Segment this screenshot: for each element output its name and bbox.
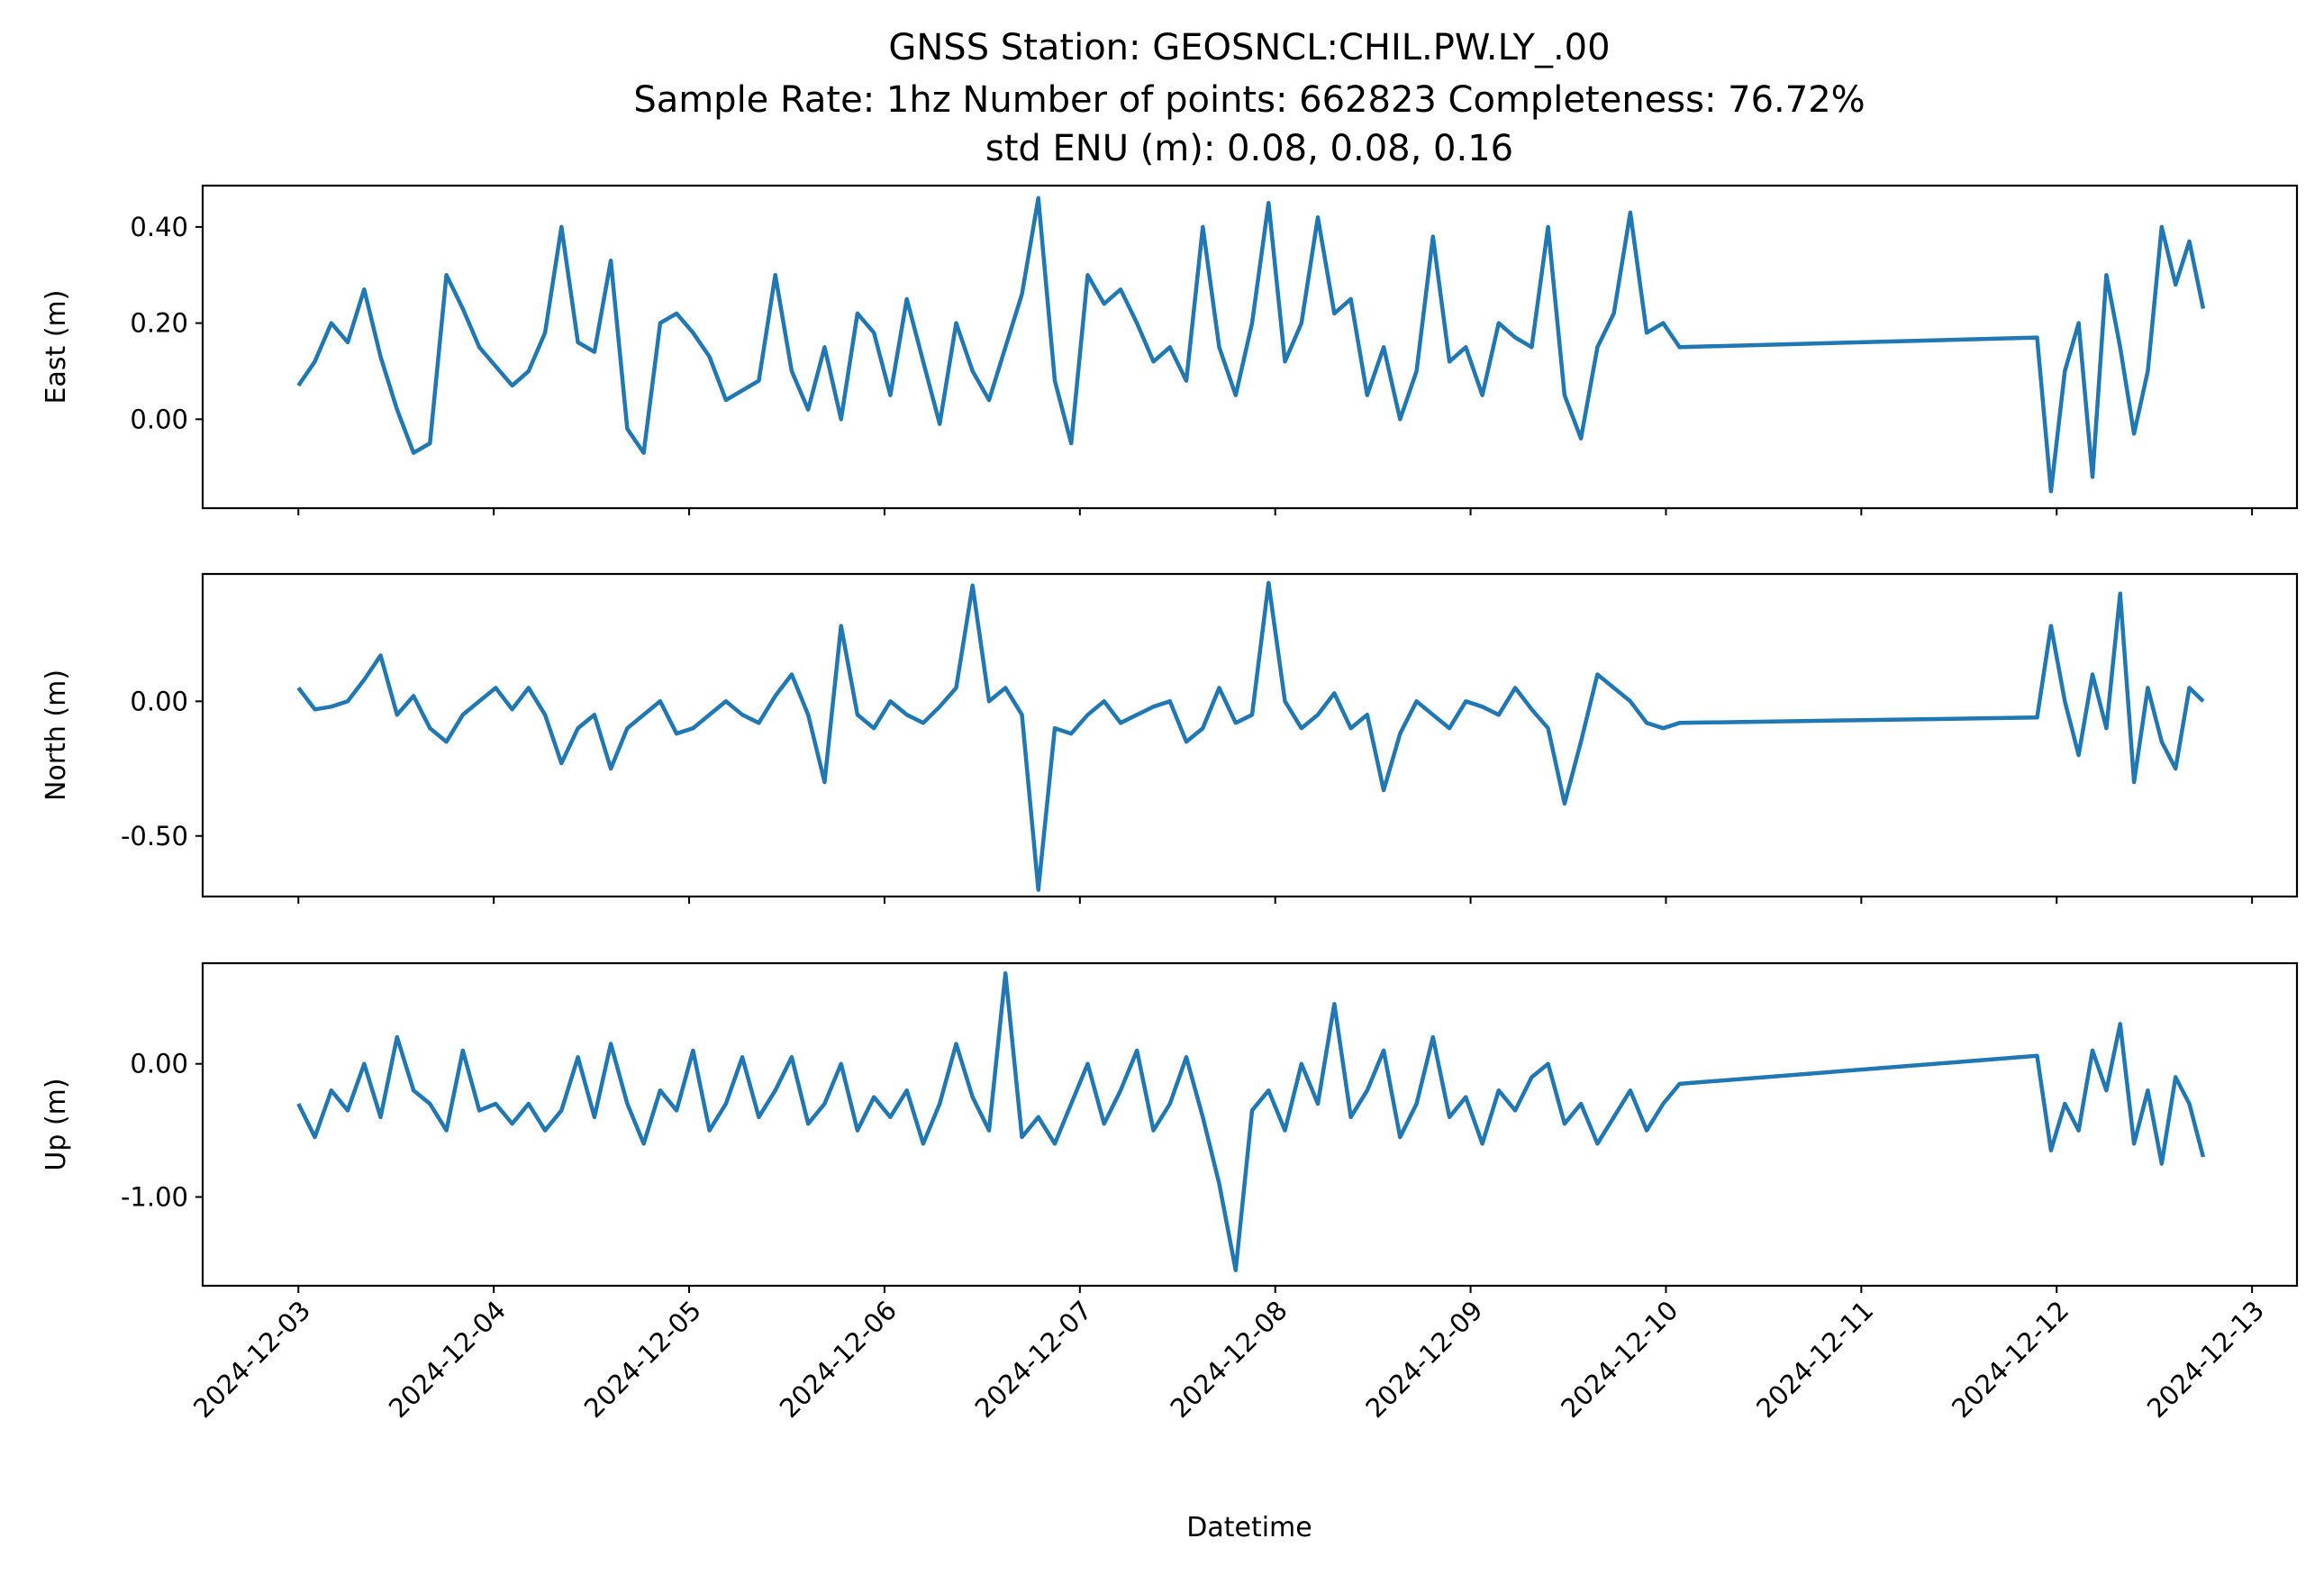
north-ytick-label: 0.00 <box>130 686 188 716</box>
east-y-axis-label: East (m) <box>41 290 72 405</box>
xtick-label: 2024-12-10 <box>1555 1295 1684 1424</box>
x-axis-ticks: 2024-12-03 2024-12-04 2024-12-05 2024-12-06… <box>187 1295 2270 1424</box>
xtick-label: 2024-12-11 <box>1750 1295 1879 1424</box>
xtick-label: 2024-12-05 <box>578 1295 707 1424</box>
north-ytick-label: -0.50 <box>121 821 188 851</box>
xtick-label: 2024-12-08 <box>1164 1295 1293 1424</box>
x-axis-label: Datetime <box>1186 1512 1312 1543</box>
xtick-label: 2024-12-03 <box>187 1295 316 1424</box>
east-ytick-label: 0.40 <box>130 212 188 242</box>
east-ytick-label: 0.20 <box>130 308 188 339</box>
title-line-stats: Sample Rate: 1hz Number of points: 66282… <box>633 79 1865 121</box>
up-series-line <box>296 970 2206 1272</box>
chart-title: GNSS Station: GEOSNCL:CHIL.PW.LY_.00 Sam… <box>633 27 1865 169</box>
north-axes-frame <box>201 572 2299 898</box>
north-y-axis-label: North (m) <box>41 669 72 801</box>
north-series-line <box>296 580 2205 892</box>
up-ytick-label: -1.00 <box>121 1181 188 1212</box>
title-line-std: std ENU (m): 0.08, 0.08, 0.16 <box>985 128 1513 169</box>
up-ytick-label: 0.00 <box>130 1049 188 1079</box>
panel-up: 0.00 -1.00 Up (m) <box>41 961 2299 1293</box>
east-series-line <box>296 196 2206 494</box>
xtick-label: 2024-12-13 <box>2141 1295 2270 1424</box>
panel-east: 0.40 0.20 0.00 East (m) <box>41 184 2299 515</box>
up-y-axis-label: Up (m) <box>41 1078 72 1170</box>
xtick-label: 2024-12-04 <box>383 1295 512 1424</box>
title-line-station: GNSS Station: GEOSNCL:CHIL.PW.LY_.00 <box>888 27 1610 68</box>
east-ytick-label: 0.00 <box>130 404 188 434</box>
east-axes-frame <box>201 184 2299 510</box>
xtick-label: 2024-12-07 <box>969 1295 1098 1424</box>
panel-north: 0.00 -0.50 North (m) <box>41 572 2299 904</box>
up-axes-frame <box>201 961 2299 1288</box>
xtick-label: 2024-12-06 <box>774 1295 903 1424</box>
xtick-label: 2024-12-12 <box>1946 1295 2074 1424</box>
xtick-label: 2024-12-09 <box>1359 1295 1488 1424</box>
